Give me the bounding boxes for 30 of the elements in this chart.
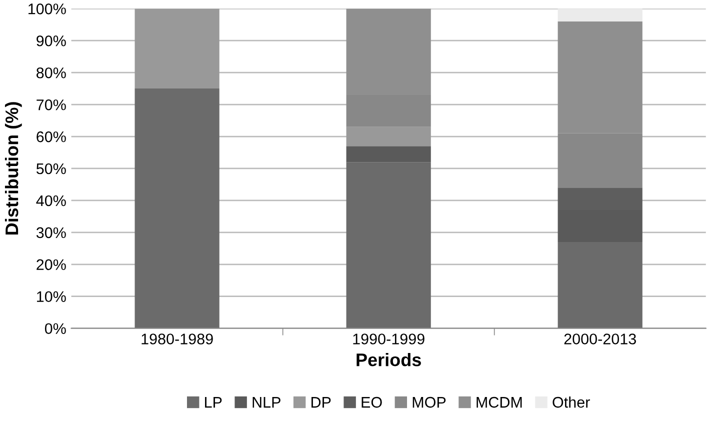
bar xyxy=(346,162,431,328)
y-tick-label: 50% xyxy=(36,163,66,174)
legend-label: LP xyxy=(205,397,222,408)
y-tick-label: 70% xyxy=(36,99,66,110)
x-tick-label: 1990-1999 xyxy=(353,334,424,344)
y-tick-label: 0% xyxy=(44,323,66,334)
legend-label: MCDM xyxy=(476,396,522,408)
y-tick-label: 40% xyxy=(36,195,66,206)
bar xyxy=(346,146,431,162)
x-axis-title: Periods xyxy=(356,352,421,366)
bar xyxy=(558,8,642,22)
y-tick-label: 100% xyxy=(28,4,66,14)
legend-label: NLP xyxy=(252,397,280,408)
legend-label: Other xyxy=(552,396,590,408)
bar xyxy=(134,88,220,328)
y-tick-label: 60% xyxy=(36,131,66,142)
x-tick-label: 1980-1989 xyxy=(142,334,213,344)
x-tick-label: 2000-2013 xyxy=(564,334,636,344)
legend-label: DP xyxy=(312,397,331,408)
legend-label: EO xyxy=(362,396,382,408)
y-tick-label: 90% xyxy=(36,35,66,46)
y-tick-label: 20% xyxy=(36,259,66,270)
legend-label: MOP xyxy=(412,396,446,408)
y-tick-label: 10% xyxy=(37,291,66,302)
y-axis-title: Distribution (%) xyxy=(4,102,22,234)
bar xyxy=(134,8,220,89)
y-tick-label: 80% xyxy=(36,67,66,78)
bar xyxy=(558,242,642,328)
bar xyxy=(346,126,431,146)
y-tick-label: 30% xyxy=(36,227,66,238)
